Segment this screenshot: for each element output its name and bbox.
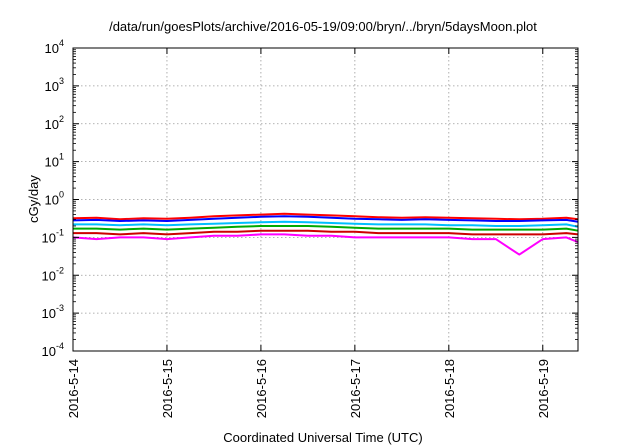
x-tick-label: 2016-5-14 <box>66 359 81 418</box>
x-axis-ticks: 2016-5-14 2016-5-15 2016-5-16 2016-5-17 2016… <box>66 48 551 418</box>
series-lines <box>72 212 579 256</box>
y-tick-label: 10-1 <box>42 227 64 245</box>
series-line-2 <box>72 215 579 223</box>
y-axis-label: cGy/day <box>26 175 41 223</box>
y-tick-label: 100 <box>45 190 64 208</box>
y-tick-label: 104 <box>45 38 64 56</box>
x-tick-label: 2016-5-16 <box>254 359 269 418</box>
series-line-3 <box>73 220 579 228</box>
series-line-1 <box>72 212 579 221</box>
x-tick-label: 2016-5-19 <box>536 359 551 418</box>
x-axis-label: Coordinated Universal Time (UTC) <box>223 430 422 445</box>
y-tick-label: 10-3 <box>42 303 64 321</box>
x-tick-label: 2016-5-15 <box>160 359 175 418</box>
y-tick-label: 102 <box>45 114 64 132</box>
series-line-5 <box>73 229 579 236</box>
grid-lines <box>73 48 578 351</box>
y-tick-label: 10-2 <box>42 265 64 283</box>
chart-title: /data/run/goesPlots/archive/2016-05-19/0… <box>109 19 537 34</box>
y-tick-label: 103 <box>45 76 64 94</box>
x-tick-label: 2016-5-17 <box>348 359 363 418</box>
y-tick-label: 10-4 <box>42 341 64 359</box>
series-line-6 <box>72 233 579 256</box>
series-line-4 <box>73 225 579 232</box>
y-tick-label: 101 <box>45 152 64 170</box>
x-tick-label: 2016-5-18 <box>442 359 457 418</box>
